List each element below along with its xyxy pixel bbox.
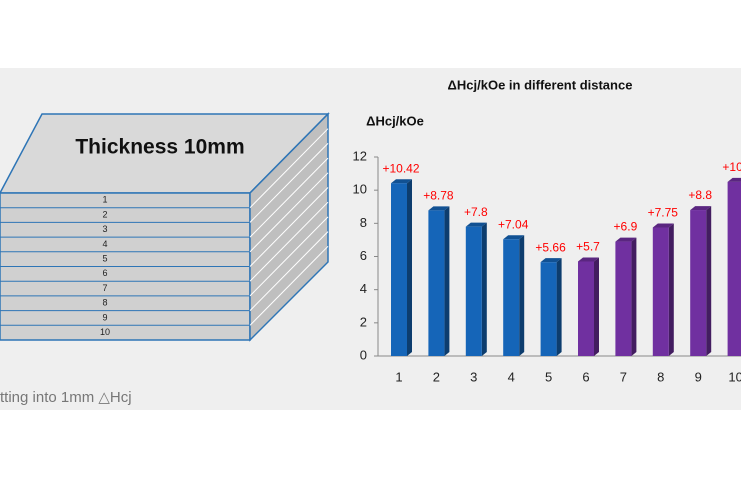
layer-line-side	[249, 216, 329, 297]
value-label: +6.9	[614, 220, 638, 234]
layer-line-side	[249, 157, 329, 238]
y-tick-label: 10	[353, 182, 367, 197]
x-tick-label: 3	[470, 369, 477, 384]
bar-top	[690, 206, 712, 211]
bar	[540, 262, 557, 356]
bar-side	[706, 206, 712, 356]
bar-side	[444, 206, 450, 356]
x-tick-label: 10	[728, 369, 741, 384]
bar	[503, 239, 520, 356]
layer-line-side	[249, 245, 329, 326]
value-label: +8.78	[423, 189, 454, 203]
y-tick-label: 6	[360, 248, 367, 263]
x-tick-label: 8	[657, 369, 664, 384]
bar	[652, 227, 669, 356]
value-label: +10.42	[382, 161, 419, 175]
chart-title: ΔHcj/kOe in different distance	[448, 77, 633, 92]
y-tick-label: 4	[360, 281, 367, 296]
bar-side	[631, 237, 637, 356]
layer-label: 4	[102, 239, 107, 249]
bar-side	[407, 179, 412, 356]
bar	[615, 241, 632, 356]
bar-top	[578, 257, 599, 262]
value-label: +7.8	[464, 205, 488, 219]
bar-side	[481, 222, 487, 356]
bar	[428, 210, 445, 356]
bar-top	[615, 237, 637, 242]
bar-top	[391, 179, 412, 184]
value-label: +5.66	[535, 240, 566, 254]
layer-label: 6	[102, 268, 107, 278]
bar-top	[428, 206, 450, 211]
layer-line-side	[249, 143, 329, 223]
y-tick-label: 2	[360, 314, 367, 329]
layer-label: 1	[102, 195, 107, 205]
bar	[391, 183, 407, 356]
value-label: +8.8	[688, 188, 712, 202]
layer-label: 2	[102, 209, 107, 219]
layer-line-side	[249, 231, 329, 311]
layer-label: 9	[102, 312, 107, 322]
x-tick-label: 1	[395, 369, 402, 384]
x-tick-label: 2	[433, 369, 440, 384]
value-label: +7.75	[648, 206, 679, 220]
layer-line-side	[249, 172, 329, 253]
layer-label: 7	[102, 283, 107, 293]
x-tick-label: 6	[582, 369, 589, 384]
y-axis-label: ΔHcj/kOe	[366, 113, 424, 128]
x-tick-label: 9	[695, 369, 702, 384]
bar-top	[465, 222, 487, 227]
layer-label: 3	[102, 224, 107, 234]
y-tick-label: 12	[353, 148, 367, 163]
layer-label: 8	[102, 298, 107, 308]
x-tick-label: 4	[508, 369, 515, 384]
layer-line-side	[249, 187, 329, 267]
value-label: +5.7	[576, 240, 600, 254]
bar	[578, 261, 594, 356]
layer-line-side	[249, 128, 329, 209]
bar	[690, 210, 707, 356]
bar-side	[668, 223, 674, 356]
bar-side	[556, 258, 562, 356]
y-tick-label: 0	[360, 347, 367, 362]
value-label: +10.5	[722, 160, 741, 174]
layer-line-side	[249, 201, 329, 282]
block-title: Thickness 10mm	[75, 136, 244, 159]
layer-label: 5	[102, 254, 107, 264]
layer-label: 10	[100, 327, 110, 337]
bar	[465, 226, 482, 356]
bar-top	[727, 177, 741, 182]
value-label: +7.04	[498, 217, 529, 231]
x-tick-label: 5	[545, 369, 552, 384]
bar-side	[594, 257, 599, 356]
bar	[727, 181, 741, 356]
y-tick-label: 8	[360, 215, 367, 230]
bar-top	[652, 223, 674, 228]
bar-side	[519, 235, 525, 356]
bar-top	[540, 258, 562, 263]
caption: tting into 1mm △Hcj	[0, 389, 132, 406]
bar-top	[503, 235, 525, 240]
x-tick-label: 7	[620, 369, 627, 384]
